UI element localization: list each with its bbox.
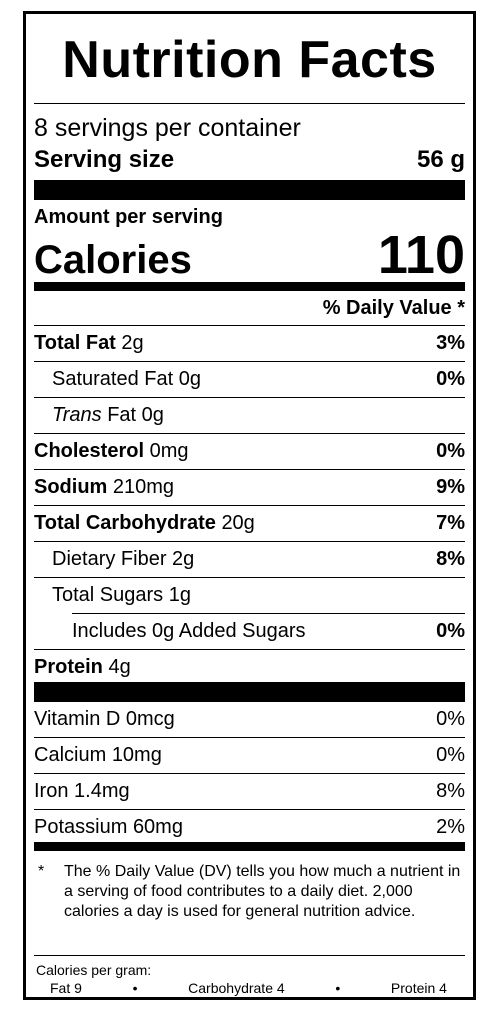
nutrient-amount: 1g xyxy=(168,584,191,606)
nutrient-dv: 3% xyxy=(436,332,465,354)
serving-size-value: 56 g xyxy=(416,146,465,173)
amount-per-serving: Amount per serving xyxy=(34,206,223,228)
vitamin-dv: 0% xyxy=(436,708,465,730)
nutrient-name: Cholesterol xyxy=(34,440,145,462)
nutrient-amount: 0g xyxy=(178,368,201,390)
servings-per-container: 8 servings per container xyxy=(34,114,301,142)
vitamin-name: Calcium xyxy=(34,744,107,766)
nutrient-dv: 0% xyxy=(436,620,465,642)
nutrient-row-sodium: Sodium 210mg 9% xyxy=(34,470,465,506)
footnote-text: The % Daily Value (DV) tells you how muc… xyxy=(64,863,461,920)
daily-value-header: % Daily Value * xyxy=(322,297,465,319)
nutrient-row-trans-fat: Trans Fat 0g xyxy=(34,398,465,434)
nutrient-dv: 0% xyxy=(436,440,465,462)
nutrition-label: Nutrition Facts 8 servings per container… xyxy=(23,11,476,1000)
vitamin-row-vitamin-d: Vitamin D 0mcg 0% xyxy=(34,702,465,738)
added-sugars-divider xyxy=(72,613,465,614)
vitamin-dv: 2% xyxy=(436,816,465,838)
medium-divider xyxy=(34,282,465,291)
calories-value: 110 xyxy=(377,225,465,285)
calories-row: Calories 110 xyxy=(34,224,465,286)
calories-per-gram-label: Calories per gram: xyxy=(36,962,152,978)
nutrient-name: Saturated Fat xyxy=(52,368,174,390)
nutrient-name: Total Carbohydrate xyxy=(34,512,216,534)
nutrient-row-cholesterol: Cholesterol 0mg 0% xyxy=(34,434,465,470)
divider xyxy=(34,955,465,956)
divider xyxy=(34,103,465,104)
nutrient-dv: 0% xyxy=(436,368,465,390)
vitamin-row-iron: Iron 1.4mg 8% xyxy=(34,774,465,810)
calories-per-gram-row: Fat 9 • Carbohydrate 4 • Protein 4 xyxy=(34,980,465,996)
nutrient-name-suffix: Fat xyxy=(107,404,137,426)
vitamin-list: Vitamin D 0mcg 0% Calcium 10mg 0% Iron 1… xyxy=(34,702,465,845)
nutrient-row-total-carbohydrate: Total Carbohydrate 20g 7% xyxy=(34,506,465,542)
nutrient-amount: 0mg xyxy=(149,440,189,462)
nutrient-row-total-sugars: Total Sugars 1g xyxy=(34,578,465,613)
nutrient-name: Protein xyxy=(34,656,103,678)
vitamin-dv: 0% xyxy=(436,744,465,766)
nutrient-name: Total Fat xyxy=(34,332,116,354)
label-title: Nutrition Facts xyxy=(62,31,437,89)
nutrient-name: Trans xyxy=(52,404,102,426)
nutrient-amount: 4g xyxy=(108,656,131,678)
footnote-star: * xyxy=(38,863,45,880)
vitamin-row-calcium: Calcium 10mg 0% xyxy=(34,738,465,774)
vitamin-name: Potassium xyxy=(34,816,128,838)
cpg-fat: Fat 9 xyxy=(50,980,82,996)
nutrient-amount: 0g xyxy=(141,404,164,426)
calories-label: Calories xyxy=(34,238,192,282)
medium-divider xyxy=(34,842,465,851)
serving-size-label: Serving size xyxy=(34,146,175,173)
nutrient-amount: 20g xyxy=(221,512,255,534)
vitamin-amount: 10mg xyxy=(111,744,162,766)
nutrient-row-added-sugars: Includes 0g Added Sugars 0% xyxy=(34,614,465,650)
nutrient-name: Sodium xyxy=(34,476,108,498)
thick-divider xyxy=(34,682,465,702)
nutrient-row-protein: Protein 4g xyxy=(34,650,465,685)
vitamin-amount: 60mg xyxy=(132,816,183,838)
nutrient-dv: 8% xyxy=(436,548,465,570)
vitamin-name: Vitamin D xyxy=(34,708,121,730)
nutrient-amount: 2g xyxy=(172,548,195,570)
nutrient-dv: 9% xyxy=(436,476,465,498)
nutrient-row-total-fat: Total Fat 2g 3% xyxy=(34,326,465,362)
cpg-separator: • xyxy=(132,980,138,996)
vitamin-row-potassium: Potassium 60mg 2% xyxy=(34,810,465,845)
cpg-protein: Protein 4 xyxy=(390,980,447,996)
nutrient-amount: 2g xyxy=(121,332,144,354)
nutrient-name: Total Sugars xyxy=(52,584,164,606)
serving-size-row: Serving size 56 g xyxy=(34,146,465,174)
vitamin-amount: 0mcg xyxy=(125,708,175,730)
nutrient-row-dietary-fiber: Dietary Fiber 2g 8% xyxy=(34,542,465,578)
thick-divider xyxy=(34,180,465,200)
nutrient-list: Total Fat 2g 3% Saturated Fat 0g 0% Tran… xyxy=(34,326,465,685)
vitamin-dv: 8% xyxy=(436,780,465,802)
nutrient-name: Includes 0g Added Sugars xyxy=(72,620,306,642)
cpg-carbohydrate: Carbohydrate 4 xyxy=(188,980,285,996)
nutrient-dv: 7% xyxy=(436,512,465,534)
nutrient-row-saturated-fat: Saturated Fat 0g 0% xyxy=(34,362,465,398)
cpg-separator: • xyxy=(335,980,341,996)
vitamin-name: Iron xyxy=(34,780,69,802)
nutrient-amount: 210mg xyxy=(112,476,175,498)
vitamin-amount: 1.4mg xyxy=(74,780,130,802)
nutrient-name: Dietary Fiber xyxy=(52,548,167,570)
divider xyxy=(34,325,465,326)
footnote: * The % Daily Value (DV) tells you how m… xyxy=(34,862,465,922)
